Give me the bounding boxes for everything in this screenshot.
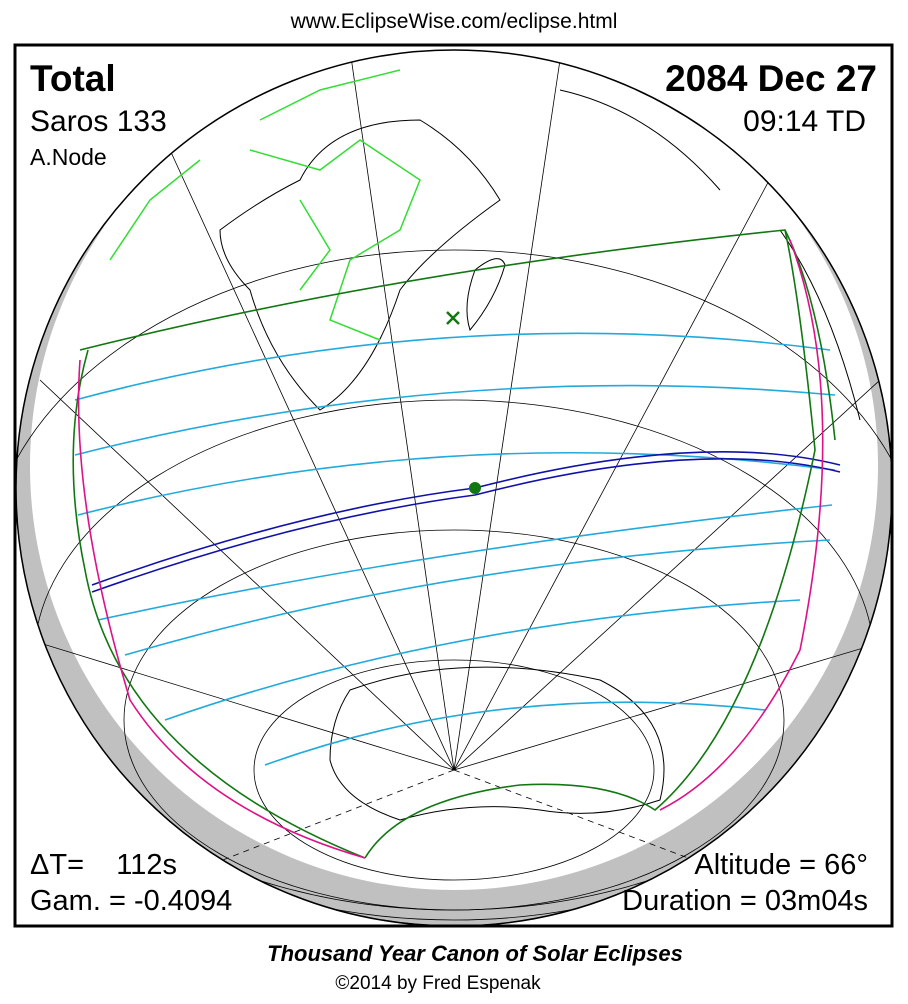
eclipse-type: Total [30, 58, 116, 99]
node: A.Node [30, 144, 107, 170]
delta-t: ΔT= 112s [30, 849, 177, 881]
footer-title: Thousand Year Canon of Solar Eclipses [267, 941, 683, 966]
altitude: Altitude = 66° [694, 849, 868, 881]
eclipse-paths [72, 229, 841, 859]
frame [13, 43, 894, 928]
globe [15, 45, 892, 926]
date: 2084 Dec 27 [665, 58, 877, 99]
time: 09:14 TD [743, 105, 866, 138]
url: www.EclipseWise.com/eclipse.html [290, 10, 618, 33]
coastlines [219, 89, 861, 821]
gamma: Gam. = -0.4094 [30, 885, 232, 917]
greatest-duration [446, 311, 460, 325]
greatest-eclipse [469, 482, 481, 494]
footer-credit: ©2014 by Fred Espenak [335, 973, 541, 994]
duration: Duration = 03m04s [622, 885, 868, 917]
saros: Saros 133 [30, 105, 167, 138]
borders [109, 69, 421, 341]
